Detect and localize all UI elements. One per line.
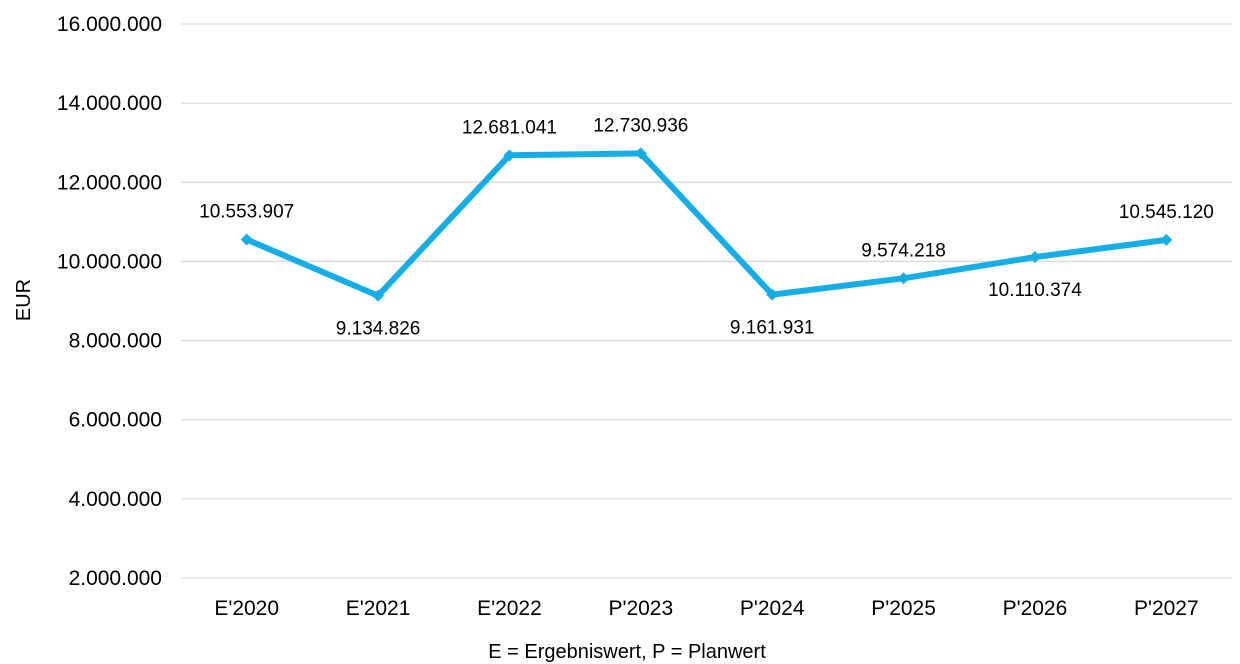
data-point bbox=[1028, 251, 1041, 264]
y-tick-label: 10.000.000 bbox=[57, 250, 162, 273]
data-point bbox=[766, 288, 779, 301]
x-axis-title: E = Ergebniswert, P = Planwert bbox=[488, 641, 766, 663]
data-markers bbox=[240, 147, 1173, 302]
x-tick-label: P'2025 bbox=[871, 597, 936, 620]
data-point bbox=[634, 147, 647, 160]
y-tick-label: 14.000.000 bbox=[57, 92, 162, 115]
y-tick-label: 16.000.000 bbox=[57, 13, 162, 36]
x-tick-label: P'2027 bbox=[1134, 597, 1199, 620]
data-label: 9.134.826 bbox=[336, 319, 421, 340]
y-tick-label: 12.000.000 bbox=[57, 171, 162, 194]
x-tick-label: E'2021 bbox=[346, 597, 411, 620]
y-tick-label: 4.000.000 bbox=[69, 488, 162, 511]
y-tick-label: 2.000.000 bbox=[69, 567, 162, 590]
gridlines bbox=[181, 23, 1232, 579]
x-tick-label: E'2020 bbox=[214, 597, 279, 620]
data-point bbox=[897, 272, 910, 285]
y-axis-title: EUR bbox=[13, 279, 35, 321]
data-point bbox=[1160, 233, 1173, 246]
data-label: 9.574.218 bbox=[861, 240, 946, 261]
data-label: 10.545.120 bbox=[1119, 202, 1214, 223]
y-tick-label: 6.000.000 bbox=[69, 409, 162, 432]
data-label: 9.161.931 bbox=[730, 318, 815, 339]
x-axis-ticks: E'2020 E'2021 E'2022 P'2023 P'2024 P'2025 P'20… bbox=[214, 597, 1198, 620]
data-label: 10.110.374 bbox=[988, 280, 1082, 301]
y-axis-ticks: 2.000.000 4.000.000 6.000.000 8.000.000 10.0… bbox=[57, 13, 162, 590]
data-point bbox=[503, 149, 516, 162]
x-tick-label: P'2026 bbox=[1003, 597, 1068, 620]
data-labels: 10.553.907 9.134.826 12.681.041 12.730.936 9… bbox=[199, 115, 1214, 339]
data-point bbox=[372, 289, 385, 302]
data-label: 12.681.041 bbox=[462, 117, 557, 138]
series-line bbox=[243, 150, 1170, 299]
x-tick-label: P'2023 bbox=[608, 597, 673, 620]
data-label: 12.730.936 bbox=[593, 115, 688, 136]
y-tick-label: 8.000.000 bbox=[69, 330, 162, 353]
x-tick-label: P'2024 bbox=[740, 597, 805, 620]
x-tick-label: E'2022 bbox=[477, 597, 542, 620]
data-point bbox=[240, 233, 253, 246]
series-layer bbox=[243, 150, 1170, 299]
data-label: 10.553.907 bbox=[199, 202, 294, 223]
